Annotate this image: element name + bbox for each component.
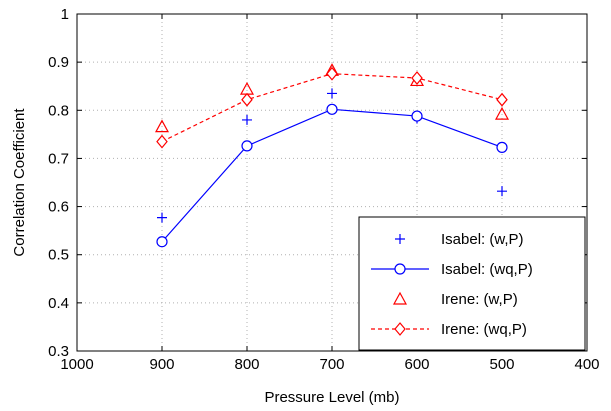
legend-entry: Irene: (wq,P)	[371, 321, 527, 338]
data-point	[154, 119, 170, 133]
legend: Isabel: (w,P) Isabel: (wq,P) Irene: (w,P) I…	[358, 216, 586, 351]
x-tick-label: 1000	[60, 356, 93, 373]
y-tick-label: 0.9	[48, 54, 69, 71]
legend-label: Isabel: (wq,P)	[441, 261, 533, 278]
y-tick-label: 0.8	[48, 102, 69, 119]
legend-entry: Irene: (w,P)	[392, 291, 518, 308]
x-tick-label: 700	[319, 356, 344, 373]
x-tick-label: 500	[489, 356, 514, 373]
data-point	[411, 110, 423, 122]
legend-entry: Isabel: (w,P)	[395, 231, 524, 248]
data-point	[496, 92, 508, 107]
data-point	[327, 88, 337, 99]
x-axis-title: Pressure Level (mb)	[264, 389, 399, 406]
legend-marker	[395, 234, 405, 244]
legend-label: Irene: (wq,P)	[441, 321, 527, 338]
legend-marker	[392, 291, 408, 305]
data-point	[411, 71, 423, 85]
series-group	[154, 63, 510, 248]
y-axis-title: Correlation Coefficient	[11, 108, 28, 257]
series-2	[156, 103, 508, 248]
data-point	[156, 236, 168, 248]
x-tick-label: 600	[404, 356, 429, 373]
y-tick-label: 0.7	[48, 150, 69, 167]
legend-label: Irene: (w,P)	[441, 291, 518, 308]
data-point	[496, 141, 508, 153]
y-tick-label: 0.4	[48, 295, 69, 312]
y-tick-label: 1	[61, 6, 69, 23]
data-point	[497, 186, 507, 197]
data-point	[242, 114, 252, 125]
data-point	[241, 92, 253, 107]
y-tick-label: 0.5	[48, 247, 69, 264]
data-point	[156, 134, 168, 149]
x-tick-label: 900	[149, 356, 174, 373]
x-tick-label: 800	[234, 356, 259, 373]
legend-entry: Isabel: (wq,P)	[371, 261, 533, 278]
data-point	[326, 66, 338, 81]
data-point	[241, 140, 253, 152]
series-4	[156, 66, 508, 149]
y-tick-label: 0.3	[48, 343, 69, 360]
y-tick-label: 0.6	[48, 199, 69, 216]
x-tick-label: 400	[574, 356, 599, 373]
axis-ticks: 1000 900 800 700 600 500 400 0.3 0.4 0.5 0.6 0.7 0.8…	[48, 6, 599, 373]
legend-marker	[394, 263, 406, 275]
data-point	[157, 212, 167, 223]
legend-marker	[394, 322, 406, 336]
data-point	[494, 106, 510, 120]
data-point	[326, 103, 338, 115]
legend-label: Isabel: (w,P)	[441, 231, 524, 248]
